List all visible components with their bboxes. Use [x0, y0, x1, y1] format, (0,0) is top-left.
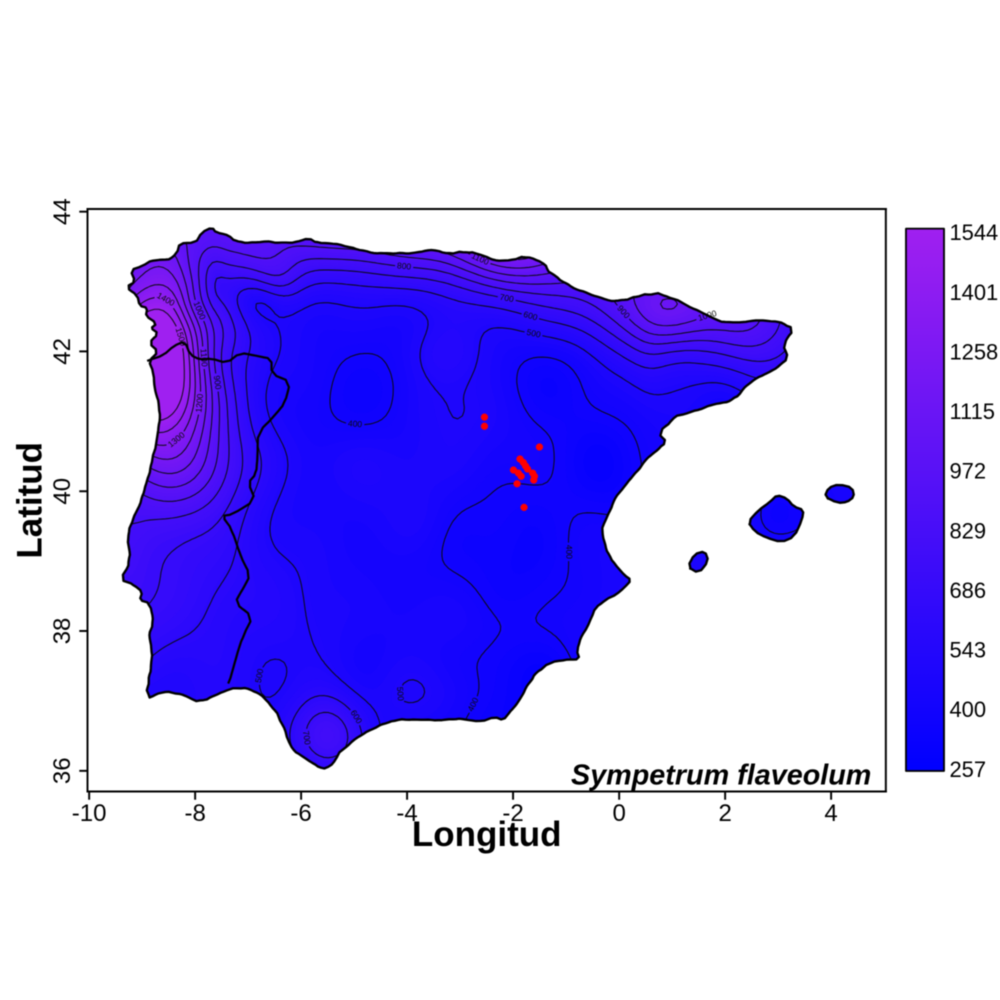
svg-text:-4: -4 — [396, 800, 417, 827]
svg-text:4: 4 — [824, 800, 837, 827]
svg-text:36: 36 — [49, 757, 76, 784]
svg-text:500: 500 — [253, 668, 266, 684]
svg-text:500: 500 — [526, 327, 542, 340]
svg-text:829: 829 — [949, 518, 986, 543]
svg-text:Latitud: Latitud — [10, 442, 49, 559]
svg-text:1100: 1100 — [199, 348, 210, 367]
svg-text:257: 257 — [949, 757, 986, 782]
svg-text:40: 40 — [49, 478, 76, 505]
svg-text:Longitud: Longitud — [412, 815, 562, 854]
svg-text:-8: -8 — [184, 800, 205, 827]
svg-text:2: 2 — [718, 800, 731, 827]
svg-text:400: 400 — [348, 418, 363, 429]
svg-text:1401: 1401 — [949, 280, 998, 305]
svg-text:38: 38 — [49, 618, 76, 645]
svg-text:-6: -6 — [290, 800, 311, 827]
svg-text:0: 0 — [612, 800, 625, 827]
svg-text:42: 42 — [49, 338, 76, 365]
svg-text:686: 686 — [949, 578, 986, 603]
svg-text:972: 972 — [949, 459, 986, 484]
svg-text:400: 400 — [564, 545, 574, 560]
svg-text:1258: 1258 — [949, 339, 998, 364]
svg-text:543: 543 — [949, 637, 986, 662]
svg-text:-10: -10 — [72, 800, 107, 827]
svg-text:500: 500 — [395, 686, 406, 701]
svg-text:400: 400 — [949, 697, 986, 722]
svg-text:1500: 1500 — [174, 326, 189, 347]
svg-text:900: 900 — [212, 375, 224, 391]
svg-text:700: 700 — [499, 292, 515, 305]
svg-text:44: 44 — [49, 198, 76, 225]
svg-text:1200: 1200 — [193, 393, 205, 413]
svg-text:1115: 1115 — [949, 399, 995, 424]
svg-text:Sympetrum flaveolum: Sympetrum flaveolum — [571, 759, 871, 791]
svg-text:600: 600 — [522, 309, 539, 323]
svg-text:1544: 1544 — [949, 220, 998, 245]
svg-text:700: 700 — [301, 730, 313, 746]
svg-text:800: 800 — [397, 260, 412, 271]
svg-text:-2: -2 — [502, 800, 523, 827]
